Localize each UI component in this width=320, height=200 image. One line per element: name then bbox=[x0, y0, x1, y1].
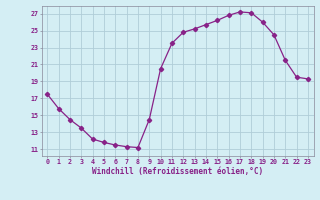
X-axis label: Windchill (Refroidissement éolien,°C): Windchill (Refroidissement éolien,°C) bbox=[92, 167, 263, 176]
